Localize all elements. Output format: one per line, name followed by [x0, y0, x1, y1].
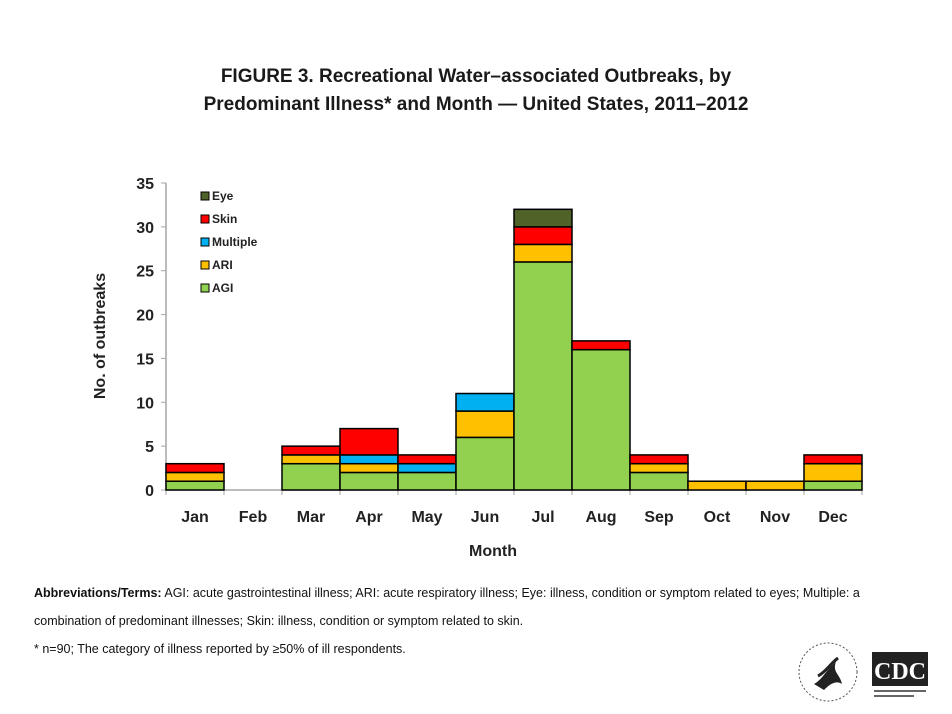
bar-segment-ari-jan: [165, 471, 225, 482]
legend-label-ari: ARI: [212, 258, 233, 272]
bar-segment-skin-jul: [513, 226, 573, 246]
y-tick-label: 5: [145, 439, 154, 456]
x-tick-label: Feb: [239, 509, 268, 526]
bar-segment-ari-dec: [803, 462, 863, 482]
x-tick-label: Sep: [644, 509, 674, 526]
bar-segment-agi-jun: [455, 436, 515, 491]
y-axis-title: No. of outbreaks: [92, 273, 109, 399]
bar-segment-agi-mar: [281, 462, 341, 491]
bar-segment-ari-jul: [513, 243, 573, 263]
legend-swatch-skin: [200, 214, 210, 224]
legend-label-multiple: Multiple: [212, 235, 258, 249]
cdc-logo-text: CDC: [874, 659, 926, 685]
legend-label-eye: Eye: [212, 189, 234, 203]
x-tick-label: Nov: [760, 509, 790, 526]
legend-swatch-eye: [200, 191, 210, 201]
bar-segment-skin-sep: [629, 454, 689, 465]
abbreviations-text2: combination of predominant illnesses; Sk…: [34, 614, 524, 628]
bar-segment-multiple-apr: [339, 454, 399, 465]
y-tick-label: 35: [136, 176, 154, 193]
bar-segment-multiple-jun: [455, 392, 515, 412]
x-tick-label: Aug: [585, 509, 616, 526]
bar-segment-ari-jun: [455, 410, 515, 439]
chart-title-line2: Predominant Illness* and Month — United …: [203, 94, 749, 115]
y-tick-label: 10: [136, 395, 154, 412]
x-tick-label: May: [411, 509, 442, 526]
bar-segment-skin-mar: [281, 445, 341, 456]
x-axis-title: Month: [469, 543, 517, 560]
bar-segment-multiple-may: [397, 462, 457, 474]
x-tick-label: Jan: [181, 509, 209, 526]
x-tick-label: Dec: [818, 509, 847, 526]
bar-segment-agi-aug: [571, 348, 631, 491]
abbreviations-label: Abbreviations/Terms:: [34, 586, 162, 600]
y-tick-label: 0: [145, 483, 154, 500]
legend-label-skin: Skin: [212, 212, 237, 226]
bar-segment-skin-dec: [803, 454, 863, 465]
bar-segment-skin-apr: [339, 427, 399, 456]
x-tick-label: Mar: [297, 509, 325, 526]
bar-segment-agi-apr: [339, 471, 399, 491]
bar-segment-agi-jan: [165, 480, 225, 491]
legend-swatch-multiple: [200, 237, 210, 247]
bar-segment-agi-jul: [513, 261, 573, 491]
x-tick-label: Oct: [704, 509, 731, 526]
abbreviations-text1: AGI: acute gastrointestinal illness; ARI…: [161, 586, 860, 600]
legend-label-agi: AGI: [212, 281, 233, 295]
bar-segment-ari-apr: [339, 462, 399, 474]
hhs-logo: [798, 642, 858, 702]
bar-segment-skin-aug: [571, 340, 631, 351]
bar-segment-ari-mar: [281, 454, 341, 465]
sample-note: * n=90; The category of illness reported…: [34, 642, 406, 656]
bar-segment-agi-dec: [803, 480, 863, 491]
bar-segment-ari-sep: [629, 462, 689, 474]
y-tick-label: 20: [136, 308, 154, 325]
y-tick-label: 25: [136, 264, 154, 281]
bar-segment-eye-jul: [513, 208, 573, 228]
chart-title-line1: FIGURE 3. Recreational Water–associated …: [220, 66, 732, 87]
bar-segment-skin-may: [397, 454, 457, 465]
x-tick-label: Apr: [355, 509, 383, 526]
cdc-logo: CDC: [872, 652, 928, 697]
bar-segment-ari-nov: [745, 480, 805, 491]
legend-swatch-ari: [200, 260, 210, 270]
abbreviations-line1: Abbreviations/Terms: AGI: acute gastroin…: [34, 586, 860, 600]
bar-segment-agi-may: [397, 471, 457, 491]
bar-segment-ari-oct: [687, 480, 747, 491]
y-tick-label: 15: [136, 351, 154, 368]
x-tick-label: Jul: [531, 509, 554, 526]
y-tick-label: 30: [136, 220, 154, 237]
x-tick-label: Jun: [471, 509, 499, 526]
bar-segment-agi-sep: [629, 471, 689, 491]
legend-swatch-agi: [200, 283, 210, 293]
bar-segment-skin-jan: [165, 462, 225, 474]
